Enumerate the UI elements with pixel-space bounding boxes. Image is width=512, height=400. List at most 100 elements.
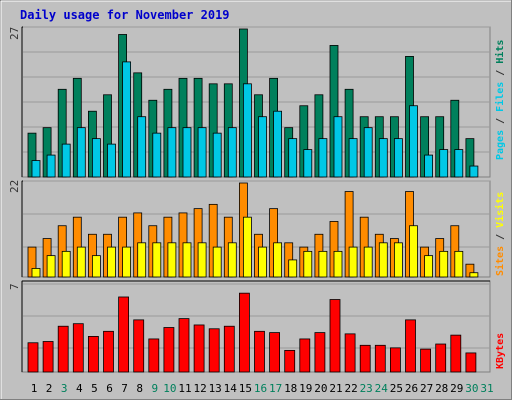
x-tick-label-2: 2 <box>46 382 53 395</box>
x-tick-label-29: 29 <box>450 382 463 395</box>
bar-visits-day-3 <box>61 250 71 278</box>
x-tick-label-6: 6 <box>106 382 113 395</box>
x-axis-day-labels: 1 2 3 4 5 6 7 8 9 10 11 12 13 14 15 16 17 18 19 20 21 22 23 24 2… <box>31 382 494 395</box>
bar-visits-day-30 <box>469 272 479 278</box>
bar-visits-day-20 <box>318 250 328 278</box>
x-tick-label-14: 14 <box>224 382 238 395</box>
bar-files-day-11 <box>182 127 192 178</box>
bar-visits-day-25 <box>393 242 403 278</box>
x-tick-label-17: 17 <box>269 382 282 395</box>
bar-kbytes-day-15 <box>238 292 250 373</box>
bar-visits-day-10 <box>167 242 177 278</box>
panel-kbytes <box>21 280 491 373</box>
bar-visits-day-22 <box>348 246 358 278</box>
legend-item-hits: Hits <box>494 40 506 64</box>
legend-item-sites: Sites <box>494 246 506 276</box>
bar-files-day-3 <box>61 143 71 178</box>
bar-files-day-8 <box>137 116 147 178</box>
bar-files-day-13 <box>212 132 222 178</box>
x-tick-label-23: 23 <box>360 382 373 395</box>
x-tick-label-22: 22 <box>344 382 357 395</box>
bar-visits-day-15 <box>242 216 252 278</box>
bar-kbytes-day-7 <box>118 296 129 373</box>
x-tick-label-31: 31 <box>480 382 493 395</box>
bar-kbytes-day-25 <box>389 347 401 373</box>
bar-kbytes-day-27 <box>420 348 432 373</box>
bar-kbytes-day-11 <box>178 318 190 373</box>
x-tick-label-16: 16 <box>254 382 267 395</box>
bar-visits-day-29 <box>454 250 464 278</box>
bar-files-day-10 <box>167 127 177 178</box>
bar-files-day-25 <box>393 138 403 178</box>
panel-visits-sites <box>21 180 491 278</box>
legend-hits-files-pages: Pages / Files / Hits <box>494 40 506 160</box>
x-tick-label-19: 19 <box>299 382 312 395</box>
y-max-label-visits: 22 <box>8 180 21 193</box>
bar-files-day-2 <box>46 154 56 178</box>
x-tick-label-1: 1 <box>31 382 38 395</box>
bar-visits-day-17 <box>273 242 283 278</box>
bar-files-day-23 <box>363 127 373 178</box>
bar-files-day-19 <box>303 149 313 178</box>
bar-kbytes-day-10 <box>163 327 175 373</box>
bar-files-day-9 <box>152 132 162 178</box>
x-tick-label-7: 7 <box>121 382 128 395</box>
x-tick-label-12: 12 <box>193 382 206 395</box>
bar-kbytes-day-30 <box>465 352 477 373</box>
bar-kbytes-day-3 <box>57 325 69 373</box>
bar-files-day-17 <box>273 110 283 178</box>
bar-kbytes-day-19 <box>299 338 311 373</box>
bar-visits-day-7 <box>122 246 131 278</box>
bar-visits-day-18 <box>288 259 298 278</box>
bar-visits-day-12 <box>197 242 207 278</box>
chart-title: Daily usage for November 2019 <box>20 8 230 22</box>
panel-hits-files-pages <box>21 26 491 178</box>
legend-item-files: Files <box>494 82 506 112</box>
x-tick-label-21: 21 <box>329 382 342 395</box>
bar-visits-day-28 <box>439 250 449 278</box>
x-tick-label-3: 3 <box>61 382 68 395</box>
bar-kbytes-day-23 <box>359 344 371 373</box>
bar-files-day-18 <box>288 138 298 178</box>
bar-kbytes-day-8 <box>133 319 145 373</box>
bar-kbytes-day-12 <box>193 324 205 373</box>
bar-files-day-20 <box>318 138 328 178</box>
bar-files-day-26 <box>409 105 418 178</box>
bar-visits-day-23 <box>363 246 373 278</box>
bar-visits-day-11 <box>182 242 192 278</box>
bar-kbytes-day-17 <box>269 332 281 373</box>
bar-files-day-29 <box>454 149 464 178</box>
bar-visits-day-16 <box>258 246 267 278</box>
bar-files-day-21 <box>333 116 343 178</box>
x-tick-label-13: 13 <box>209 382 222 395</box>
legend-kbytes: KBytes <box>495 333 506 369</box>
legend-text: Pages / Files / Hits <box>494 40 506 160</box>
bar-files-day-28 <box>439 149 449 178</box>
bar-visits-day-24 <box>378 242 388 278</box>
bar-files-day-5 <box>92 138 101 178</box>
bar-kbytes-day-29 <box>450 334 462 373</box>
bar-visits-day-27 <box>424 255 434 278</box>
x-tick-label-15: 15 <box>239 382 252 395</box>
bar-kbytes-day-6 <box>103 330 114 373</box>
bar-kbytes-day-4 <box>72 323 84 373</box>
bar-files-day-1 <box>31 160 41 178</box>
x-tick-label-5: 5 <box>91 382 98 395</box>
bar-files-day-14 <box>227 127 237 178</box>
bar-kbytes-day-5 <box>88 335 99 373</box>
legend-item-pages: Pages <box>495 130 506 160</box>
bar-visits-day-14 <box>227 242 237 278</box>
y-max-label-kbytes: 7 <box>8 283 21 290</box>
bar-files-day-22 <box>348 138 358 178</box>
legend-item-visits: Visits <box>494 192 506 228</box>
bar-files-day-30 <box>469 165 479 178</box>
x-tick-label-10: 10 <box>163 382 176 395</box>
x-tick-label-9: 9 <box>151 382 158 395</box>
bar-files-day-4 <box>76 127 86 178</box>
bar-visits-day-2 <box>46 255 56 278</box>
legend-visits-sites: Sites / Visits <box>494 192 506 276</box>
x-tick-label-27: 27 <box>420 382 433 395</box>
bar-kbytes-day-22 <box>344 333 356 373</box>
x-tick-label-26: 26 <box>405 382 418 395</box>
bar-files-day-27 <box>424 154 434 178</box>
